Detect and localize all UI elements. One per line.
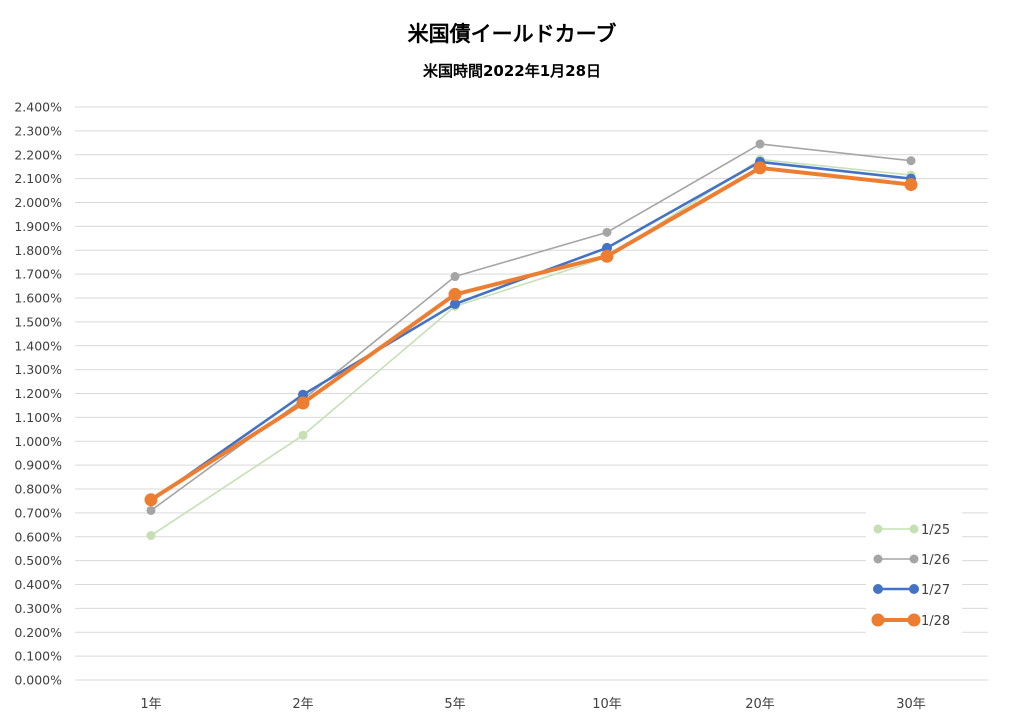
legend-label: 1/26 [921, 553, 950, 568]
y-tick-label: 0.400% [14, 577, 62, 592]
data-point [146, 531, 156, 541]
y-tick-label: 2.400% [14, 100, 62, 115]
y-tick-label: 1.300% [14, 362, 62, 377]
legend-marker [907, 613, 921, 627]
x-tick-label: 10年 [592, 697, 622, 712]
series-line [149, 160, 913, 503]
y-tick-label: 0.900% [14, 458, 62, 473]
legend-label: 1/27 [921, 583, 950, 598]
y-tick-label: 1.900% [14, 219, 62, 234]
y-tick-label: 1.800% [14, 243, 62, 258]
series-1-25 [146, 155, 916, 541]
series-1-28 [144, 161, 918, 507]
x-tick-label: 5年 [444, 697, 465, 712]
y-tick-label: 2.200% [14, 147, 62, 162]
y-tick-label: 0.500% [14, 553, 62, 568]
grid-lines [75, 106, 988, 681]
y-tick-label: 0.100% [14, 649, 62, 664]
y-tick-label: 0.600% [14, 529, 62, 544]
y-tick-label: 1.000% [14, 434, 62, 449]
y-tick-label: 0.000% [14, 673, 62, 688]
series-line [150, 158, 912, 537]
series-group [144, 139, 918, 541]
legend-marker [871, 613, 885, 627]
data-point [298, 430, 308, 440]
legend-item: 1/26 [873, 553, 950, 568]
y-tick-label: 1.400% [14, 338, 62, 353]
series-line [149, 165, 913, 502]
legend-marker [909, 524, 919, 534]
data-point [904, 178, 918, 192]
data-point [600, 249, 614, 263]
y-tick-label: 1.100% [14, 410, 62, 425]
data-point [450, 298, 460, 309]
data-point [296, 396, 310, 410]
data-point [450, 272, 460, 282]
y-tick-label: 0.800% [14, 482, 62, 497]
legend-marker [873, 524, 883, 534]
y-tick-label: 0.200% [14, 625, 62, 640]
x-tick-label: 1年 [140, 697, 161, 712]
chart-title: 米国債イールドカーブ [408, 22, 617, 46]
legend-marker [873, 554, 883, 564]
legend-item: 1/27 [873, 583, 950, 598]
legend: 1/25 1/26 1/27 1/28 [866, 512, 962, 634]
legend-marker [873, 584, 883, 594]
legend-label: 1/28 [921, 614, 950, 629]
legend-item: 1/28 [871, 613, 950, 629]
x-tick-label: 2年 [292, 697, 313, 712]
data-point [906, 156, 916, 166]
data-point [146, 505, 156, 515]
y-tick-label: 1.500% [14, 314, 62, 329]
legend-marker [909, 584, 919, 594]
y-tick-label: 1.600% [14, 291, 62, 306]
x-axis-tick-labels: 1年 2年 5年 10年 20年 30年 [140, 697, 925, 712]
data-point [602, 227, 612, 237]
legend-item: 1/25 [873, 523, 950, 538]
x-tick-label: 20年 [745, 697, 775, 712]
y-tick-label: 2.000% [14, 195, 62, 210]
y-tick-label: 0.300% [14, 601, 62, 616]
y-axis-tick-labels: 0.000% 0.100% 0.200% 0.300% 0.400% 0.500% 0.60… [14, 100, 62, 688]
data-point [753, 161, 767, 175]
legend-label: 1/25 [921, 523, 950, 538]
data-point [755, 139, 765, 149]
data-point [144, 493, 158, 507]
series-1-27 [146, 156, 916, 506]
y-tick-label: 1.700% [14, 267, 62, 282]
data-point [448, 287, 462, 301]
x-tick-label: 30年 [896, 697, 926, 712]
series-1-26 [146, 139, 916, 515]
legend-marker [909, 554, 919, 564]
chart-subtitle: 米国時間2022年1月28日 [423, 62, 601, 80]
y-tick-label: 1.200% [14, 386, 62, 401]
series-line [150, 143, 912, 512]
y-tick-label: 0.700% [14, 505, 62, 520]
y-tick-label: 2.300% [14, 123, 62, 138]
y-tick-label: 2.100% [14, 171, 62, 186]
